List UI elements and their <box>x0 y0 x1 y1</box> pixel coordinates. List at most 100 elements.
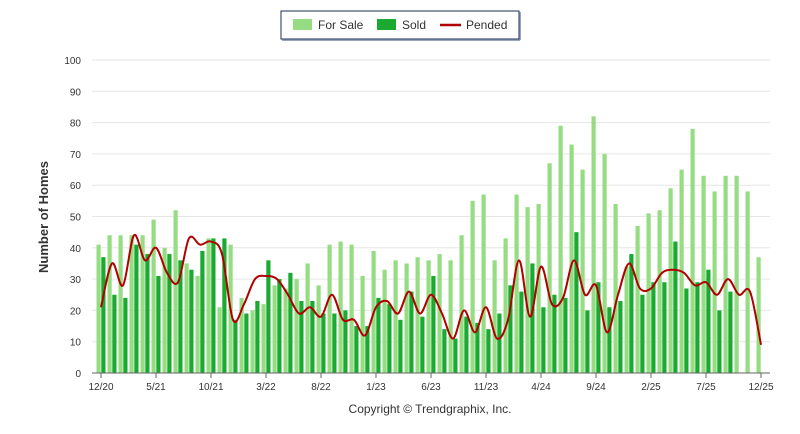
bar-sold <box>695 282 700 373</box>
bar-for-sale <box>349 244 354 373</box>
bar-for-sale <box>140 235 145 373</box>
bar-for-sale <box>712 191 717 373</box>
bar-for-sale <box>404 263 409 373</box>
bar-sold <box>431 275 436 373</box>
bar-for-sale <box>635 225 640 373</box>
bar-for-sale <box>129 235 134 373</box>
bar-sold <box>519 291 524 373</box>
legend-box <box>280 10 520 40</box>
x-tick-label: 4/24 <box>531 382 551 393</box>
bar-sold <box>387 304 392 373</box>
bar-sold <box>453 338 458 373</box>
bar-for-sale <box>580 169 585 373</box>
bar-sold <box>277 279 282 373</box>
bar-sold <box>189 269 194 373</box>
bar-for-sale <box>492 260 497 373</box>
bar-sold <box>662 282 667 373</box>
bar-sold <box>486 329 491 373</box>
bar-sold <box>332 313 337 373</box>
bar-sold <box>112 294 117 373</box>
bar-sold <box>618 301 623 373</box>
bar-sold <box>288 272 293 373</box>
bar-for-sale <box>360 275 365 373</box>
bar-sold <box>530 263 535 373</box>
grid <box>92 59 770 343</box>
x-tick-label: 12/20 <box>88 382 113 393</box>
bar-for-sale <box>734 175 739 373</box>
bar-sold <box>651 282 656 373</box>
bar-for-sale <box>96 244 101 373</box>
bar-sold <box>266 260 271 373</box>
bar-for-sale <box>745 191 750 373</box>
bar-for-sale <box>316 285 321 373</box>
bar-for-sale <box>151 219 156 373</box>
bar-sold <box>563 297 568 373</box>
bar-sold <box>101 257 106 373</box>
x-tick-label: 7/25 <box>696 382 716 393</box>
bar-for-sale <box>239 297 244 373</box>
y-tick-label: 50 <box>70 213 82 224</box>
x-tick-label: 8/22 <box>311 382 331 393</box>
bar-sold <box>552 294 557 373</box>
bar-for-sale <box>294 279 299 373</box>
series-sold <box>101 232 733 373</box>
y-tick-label: 20 <box>70 306 82 317</box>
bar-sold <box>310 301 315 373</box>
legend: For Sale Sold Pended <box>280 10 521 41</box>
bar-sold <box>244 313 249 373</box>
bar-sold <box>167 254 172 373</box>
bar-for-sale <box>305 263 310 373</box>
bar-sold <box>156 275 161 373</box>
bar-for-sale <box>602 153 607 373</box>
y-tick-label: 100 <box>64 56 81 67</box>
bar-sold <box>343 310 348 373</box>
y-tick-label: 0 <box>75 369 81 380</box>
bar-sold <box>684 288 689 373</box>
bar-sold <box>464 316 469 373</box>
bar-sold <box>123 297 128 373</box>
bar-for-sale <box>195 275 200 373</box>
bar-sold <box>145 254 150 373</box>
bar-for-sale <box>646 213 651 373</box>
y-tick-label: 60 <box>70 181 82 192</box>
bar-sold <box>442 329 447 373</box>
bar-sold <box>398 319 403 373</box>
bar-for-sale <box>547 163 552 373</box>
legend-label-sold: Sold <box>402 18 426 32</box>
bar-for-sale <box>415 257 420 373</box>
y-tick-label: 90 <box>70 87 82 98</box>
bar-for-sale <box>382 269 387 373</box>
bar-sold <box>717 310 722 373</box>
bar-for-sale <box>514 194 519 373</box>
bar-sold <box>200 250 205 373</box>
bar-for-sale <box>690 128 695 373</box>
bar-sold <box>321 313 326 373</box>
bar-sold <box>365 326 370 373</box>
bar-sold <box>475 322 480 373</box>
bar-sold <box>134 244 139 373</box>
bar-for-sale <box>184 263 189 373</box>
bar-for-sale <box>536 203 541 373</box>
bar-for-sale <box>558 125 563 373</box>
bar-sold <box>255 301 260 373</box>
y-tick-label: 80 <box>70 119 82 130</box>
bar-for-sale <box>657 210 662 373</box>
x-tick-label: 11/23 <box>474 382 499 393</box>
bar-for-sale <box>481 194 486 373</box>
bar-for-sale <box>173 210 178 373</box>
bar-for-sale <box>723 175 728 373</box>
legend-label-for-sale: For Sale <box>318 18 364 32</box>
bar-sold <box>354 326 359 373</box>
bar-for-sale <box>525 207 530 373</box>
y-axis: 0 10 20 30 40 50 60 70 80 90 100 <box>64 56 81 380</box>
y-tick-label: 40 <box>70 244 82 255</box>
bar-for-sale <box>701 175 706 373</box>
legend-swatch-sold <box>377 19 396 30</box>
bar-sold <box>420 316 425 373</box>
bar-for-sale <box>459 235 464 373</box>
x-axis: 12/20 5/21 10/21 3/22 8/22 1/23 6/23 11/23 4/24 9… <box>88 373 774 393</box>
bar-sold <box>728 291 733 373</box>
bar-for-sale <box>162 247 167 373</box>
x-tick-label: 6/23 <box>421 382 441 393</box>
x-tick-label: 2/25 <box>641 382 661 393</box>
